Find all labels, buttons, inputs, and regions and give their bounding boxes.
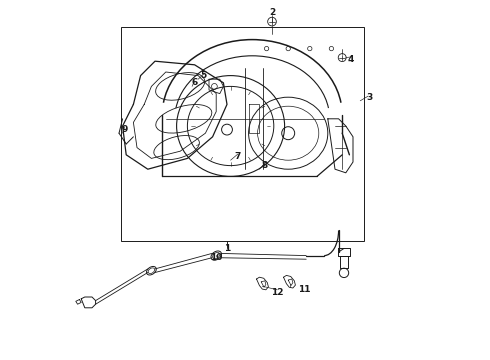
Text: 6: 6 [192, 78, 198, 87]
Text: 10: 10 [210, 253, 222, 262]
Text: 8: 8 [262, 161, 268, 170]
Text: 4: 4 [348, 55, 354, 64]
Text: 7: 7 [235, 152, 241, 161]
Text: 3: 3 [366, 93, 372, 102]
Text: 9: 9 [121, 125, 127, 134]
Text: 12: 12 [271, 288, 284, 297]
Text: 1: 1 [224, 244, 230, 253]
Text: 2: 2 [269, 8, 275, 17]
Text: 11: 11 [298, 285, 311, 294]
Text: 5: 5 [200, 71, 207, 80]
Bar [121, 27, 364, 241]
